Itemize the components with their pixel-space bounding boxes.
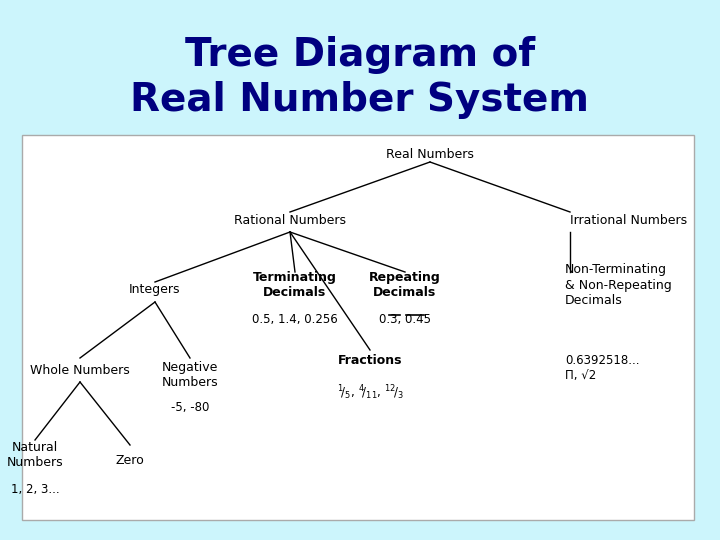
Text: 1, 2, 3...: 1, 2, 3... [11,483,59,496]
Text: Natural
Numbers: Natural Numbers [6,441,63,469]
Text: Π, √2: Π, √2 [565,368,596,381]
Text: Non-Terminating
& Non-Repeating
Decimals: Non-Terminating & Non-Repeating Decimals [565,264,672,307]
Text: Tree Diagram of: Tree Diagram of [185,36,535,74]
Text: Repeating
Decimals: Repeating Decimals [369,271,441,299]
Text: Terminating
Decimals: Terminating Decimals [253,271,337,299]
Text: Real Number System: Real Number System [130,81,590,119]
Text: $^1\!/_5$, $^4\!/_{11}$, $^{12}\!/_3$: $^1\!/_5$, $^4\!/_{11}$, $^{12}\!/_3$ [337,383,403,402]
Text: Whole Numbers: Whole Numbers [30,363,130,376]
Text: 0.3, 0.45: 0.3, 0.45 [379,314,431,327]
Text: Integers: Integers [130,284,181,296]
Text: Fractions: Fractions [338,354,402,367]
Text: 0.5, 1.4, 0.256: 0.5, 1.4, 0.256 [252,314,338,327]
Text: Real Numbers: Real Numbers [386,148,474,161]
Text: Negative
Numbers: Negative Numbers [162,361,218,389]
Bar [22,135,694,520]
Text: Zero: Zero [116,454,145,467]
Text: Rational Numbers: Rational Numbers [234,213,346,226]
Text: Irrational Numbers: Irrational Numbers [570,213,687,226]
Text: -5, -80: -5, -80 [171,402,210,415]
Text: 0.6392518...: 0.6392518... [565,354,639,367]
